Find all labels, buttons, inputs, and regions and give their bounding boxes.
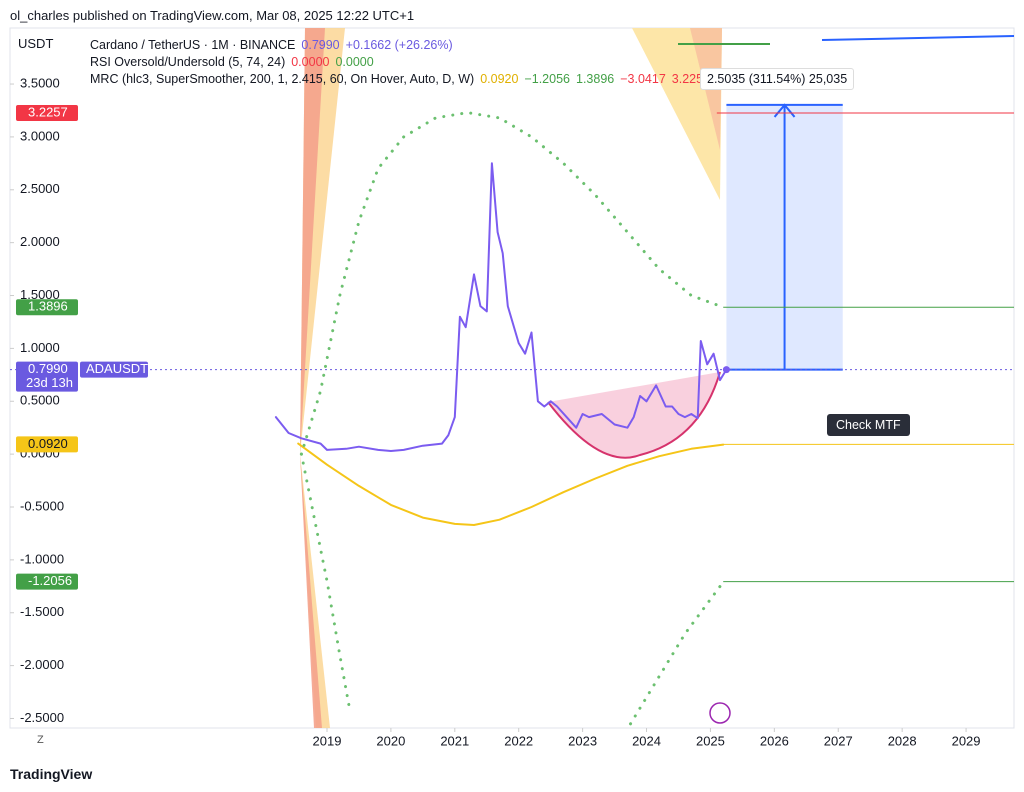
y-tick-label: 3.0000 (20, 128, 60, 143)
drawing (821, 35, 1015, 41)
y-tick-label: -2.0000 (20, 657, 64, 672)
x-tick-label: 2023 (568, 733, 597, 748)
series-line (299, 111, 725, 456)
x-tick-label: 2028 (888, 733, 917, 748)
y-tick-label: 0.5000 (20, 393, 60, 408)
x-tick-label: 2020 (376, 733, 405, 748)
level-label: 3.2257 (28, 104, 68, 119)
y-tick-label: -2.5000 (20, 710, 64, 725)
scale-button[interactable]: Z (37, 734, 44, 746)
y-tick-label: -1.0000 (20, 551, 64, 566)
currency: USDT (18, 36, 54, 51)
last-point (722, 366, 730, 374)
measure-label: 2.5035 (311.54%) 25,035 (700, 68, 855, 90)
x-tick-label: 2022 (504, 733, 533, 748)
x-tick-label: 2027 (824, 733, 853, 748)
plot-frame (9, 27, 1015, 729)
x-tick-label: 2026 (760, 733, 789, 748)
rsi-value: 0.0000 (291, 55, 330, 69)
cone (300, 28, 325, 454)
annotation[interactable]: Check MTF (827, 414, 910, 436)
y-tick-label: 3.5000 (20, 75, 60, 90)
level-tag (16, 105, 78, 122)
mrc-value: 1.3896 (576, 72, 615, 86)
level-tag (16, 436, 78, 453)
y-tick-label: 2.0000 (20, 234, 60, 249)
level-label: 0.7990 (28, 361, 68, 376)
level-tag (16, 299, 78, 316)
cone (300, 454, 322, 728)
legend-row: Cardano / TetherUS · 1M · BINANCE 0.7990 +… (90, 37, 716, 54)
mrc-value: −1.2056 (524, 72, 570, 86)
brand: TradingView (10, 766, 93, 782)
y-tick-label: -0.5000 (20, 498, 64, 513)
x-tick-label: 2029 (952, 733, 981, 748)
last: 0.7990 (301, 38, 340, 52)
level-label: 0.0920 (28, 436, 68, 451)
series-line (274, 162, 728, 452)
rsi-value: 0.0000 (335, 55, 374, 69)
x-tick-label: 2021 (440, 733, 469, 748)
y-tick-label: 1.0000 (20, 340, 60, 355)
symbol-label: ADAUSDT (86, 361, 148, 376)
countdown: 23d 13h (26, 375, 73, 390)
y-tick-label: -1.5000 (20, 604, 64, 619)
change: +0.1662 (+26.26%) (345, 38, 453, 52)
cup-curve (547, 371, 721, 459)
legend-row: RSI Oversold/Undersold (5, 74, 24) 0.0000… (90, 54, 716, 71)
level-label: -1.2056 (28, 573, 72, 588)
level-label: 1.3896 (28, 299, 68, 314)
level-tag (16, 361, 78, 392)
mrc-value: −3.0417 (620, 72, 666, 86)
legend: Cardano / TetherUS · 1M · BINANCE 0.7990 +… (90, 37, 716, 88)
event-icon[interactable] (709, 702, 731, 724)
y-tick-label: 2.5000 (20, 181, 60, 196)
level-tag (16, 573, 78, 590)
x-tick-label: 2024 (632, 733, 661, 748)
mrc: MRC (hlc3, SuperSmoother, 200, 1, 2.415,… (90, 72, 475, 86)
y-tick-label: 1.5000 (20, 287, 60, 302)
series-line (297, 442, 725, 526)
x-tick-label: 2019 (313, 733, 342, 748)
legend-row: MRC (hlc3, SuperSmoother, 200, 1, 2.415,… (90, 71, 716, 88)
cone (632, 28, 722, 200)
series-line (299, 452, 725, 726)
publisher: ol_charles published on TradingView.com,… (10, 8, 415, 23)
symbol-tag (80, 361, 148, 378)
rsi: RSI Oversold/Undersold (5, 74, 24) (90, 55, 286, 69)
mrc-value: 0.0920 (480, 72, 519, 86)
cone (300, 454, 330, 728)
x-tick-label: 2025 (696, 733, 725, 748)
symbol: Cardano / TetherUS · 1M · BINANCE (90, 38, 296, 52)
